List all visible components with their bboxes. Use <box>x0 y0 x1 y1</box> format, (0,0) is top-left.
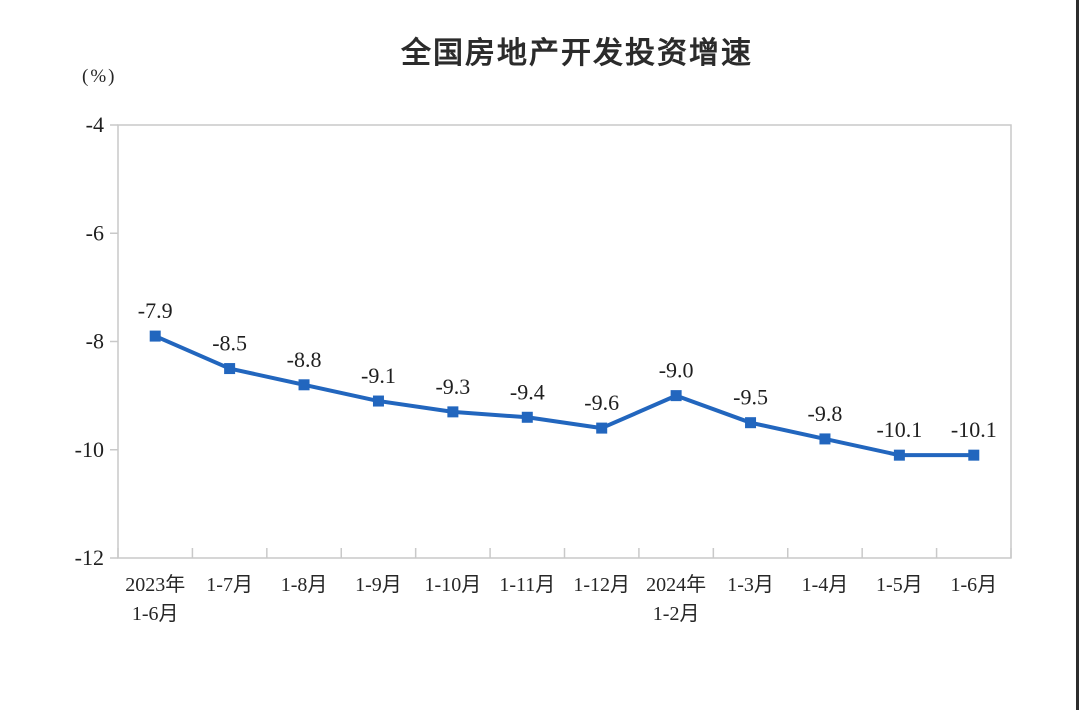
plot-border <box>117 124 1012 559</box>
y-axis-tick-label: -8 <box>86 329 104 354</box>
data-point-marker <box>819 433 831 445</box>
x-axis-label: 1-10月 <box>425 574 482 596</box>
data-point-marker <box>447 406 459 418</box>
data-point-label: -7.9 <box>138 298 173 323</box>
data-point-label: -9.5 <box>733 385 768 410</box>
y-axis-unit-label: (%) <box>82 66 117 87</box>
y-axis-tick-label: -12 <box>75 545 104 570</box>
x-axis-label: 1-5月 <box>876 574 923 596</box>
chart-title: 全国房地产开发投资增速 <box>401 37 753 70</box>
x-axis-label: 1-2月 <box>653 603 700 625</box>
x-axis-label: 1-9月 <box>355 574 402 596</box>
data-point-marker <box>893 449 905 461</box>
y-axis-tick-label: -10 <box>75 437 104 462</box>
y-axis-tick-label: -6 <box>86 220 104 245</box>
data-point-label: -8.5 <box>212 331 247 356</box>
data-point-marker <box>149 330 161 342</box>
x-axis-label: 2024年 <box>646 573 706 596</box>
data-point-marker <box>670 390 682 402</box>
screenshot-right-edge <box>1076 0 1079 710</box>
y-axis-tick-label: -4 <box>86 112 104 137</box>
x-axis-label: 1-3月 <box>727 574 774 596</box>
data-point-marker <box>521 411 533 423</box>
data-point-label: -9.0 <box>659 358 694 383</box>
data-point-marker <box>596 422 608 434</box>
data-point-label: -9.3 <box>435 374 470 399</box>
data-point-label: -8.8 <box>287 347 322 372</box>
trend-line <box>153 334 976 458</box>
data-point-marker <box>372 395 384 407</box>
data-point-label: -9.8 <box>808 401 843 426</box>
x-axis-label: 1-8月 <box>281 574 328 596</box>
data-point-label: -9.4 <box>510 379 545 404</box>
data-point-marker <box>298 379 310 391</box>
data-point-marker <box>968 449 980 461</box>
data-point-label: -10.1 <box>951 417 997 442</box>
data-point-label: -10.1 <box>876 417 922 442</box>
x-axis-label: 2023年 <box>125 573 185 596</box>
x-axis-label: 1-6月 <box>950 574 997 596</box>
data-point-label: -9.6 <box>584 390 619 415</box>
x-axis-label: 1-12月 <box>573 574 630 596</box>
data-point-marker <box>745 417 757 429</box>
x-axis-label: 1-11月 <box>499 574 555 596</box>
x-axis-label: 1-4月 <box>802 574 849 596</box>
x-axis-label: 1-7月 <box>206 574 253 596</box>
data-point-marker <box>224 363 236 375</box>
data-point-label: -9.1 <box>361 363 396 388</box>
x-axis-label: 1-6月 <box>132 603 179 625</box>
